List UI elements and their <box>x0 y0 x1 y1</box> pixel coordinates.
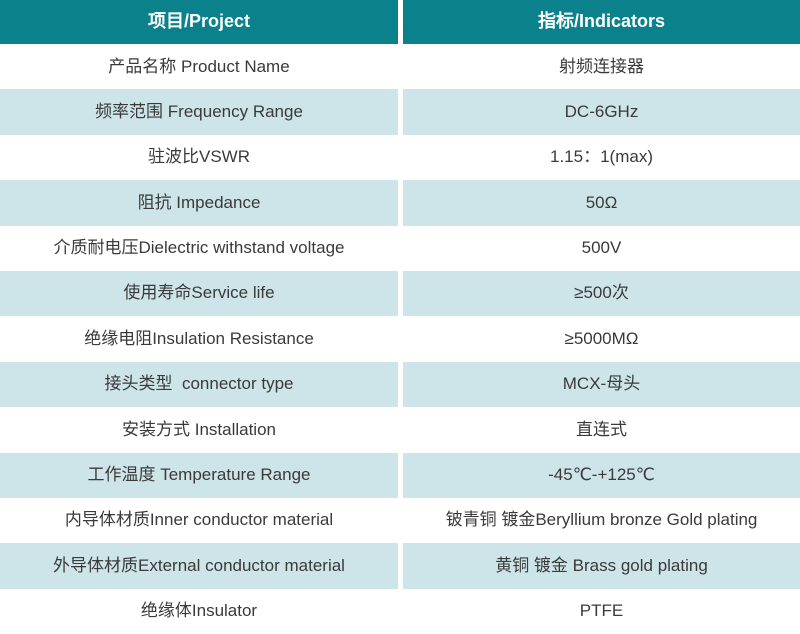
table-row-temperature-range: 工作温度 Temperature Range -45℃-+125℃ <box>0 452 800 498</box>
table-row-insulation-resistance: 绝缘电阻Insulation Resistance ≥5000MΩ <box>0 316 800 362</box>
project-cell: 绝缘体Insulator <box>0 588 398 634</box>
column-header-project: 项目/Project <box>0 0 398 44</box>
indicator-cell: ≥500次 <box>403 270 800 317</box>
indicator-cell: MCX-母头 <box>403 361 800 408</box>
table-row-connector-type: 接头类型 connector type MCX-母头 <box>0 361 800 408</box>
indicator-cell: 500V <box>403 225 800 271</box>
table-row-service-life: 使用寿命Service life ≥500次 <box>0 270 800 317</box>
indicator-cell: 铍青铜 镀金Beryllium bronze Gold plating <box>403 497 800 544</box>
project-cell: 安装方式 Installation <box>0 407 398 453</box>
table-header-row: 项目/Project 指标/Indicators <box>0 0 800 44</box>
project-cell: 介质耐电压Dielectric withstand voltage <box>0 225 398 271</box>
table-row-impedance: 阻抗 Impedance 50Ω <box>0 180 800 226</box>
project-cell: 内导体材质Inner conductor material <box>0 497 398 544</box>
project-cell: 使用寿命Service life <box>0 270 398 317</box>
table-row-frequency-range: 频率范围 Frequency Range DC-6GHz <box>0 89 800 135</box>
project-cell: 频率范围 Frequency Range <box>0 89 398 135</box>
table-row-external-conductor: 外导体材质External conductor material 黄铜 镀金 B… <box>0 543 800 589</box>
indicator-cell: 直连式 <box>403 407 800 453</box>
table-row-dielectric-voltage: 介质耐电压Dielectric withstand voltage 500V <box>0 225 800 271</box>
table-row-vswr: 驻波比VSWR 1.15：1(max) <box>0 134 800 181</box>
project-cell: 驻波比VSWR <box>0 134 398 181</box>
indicator-cell: 50Ω <box>403 180 800 226</box>
table-row-installation: 安装方式 Installation 直连式 <box>0 407 800 453</box>
indicator-cell: PTFE <box>403 588 800 634</box>
indicator-cell: -45℃-+125℃ <box>403 452 800 498</box>
project-cell: 工作温度 Temperature Range <box>0 452 398 498</box>
project-cell: 外导体材质External conductor material <box>0 543 398 589</box>
table-row-insulator: 绝缘体Insulator PTFE <box>0 588 800 634</box>
indicator-cell: 射频连接器 <box>403 44 800 90</box>
column-header-indicators: 指标/Indicators <box>403 0 800 44</box>
indicator-cell: ≥5000MΩ <box>403 316 800 362</box>
indicator-cell: 1.15：1(max) <box>403 134 800 181</box>
project-cell: 接头类型 connector type <box>0 361 398 408</box>
project-cell: 绝缘电阻Insulation Resistance <box>0 316 398 362</box>
project-cell: 产品名称 Product Name <box>0 44 398 90</box>
indicator-cell: 黄铜 镀金 Brass gold plating <box>403 543 800 589</box>
indicator-cell: DC-6GHz <box>403 89 800 135</box>
table-row-product-name: 产品名称 Product Name 射频连接器 <box>0 44 800 90</box>
project-cell: 阻抗 Impedance <box>0 180 398 226</box>
table-row-inner-conductor: 内导体材质Inner conductor material 铍青铜 镀金Bery… <box>0 497 800 544</box>
